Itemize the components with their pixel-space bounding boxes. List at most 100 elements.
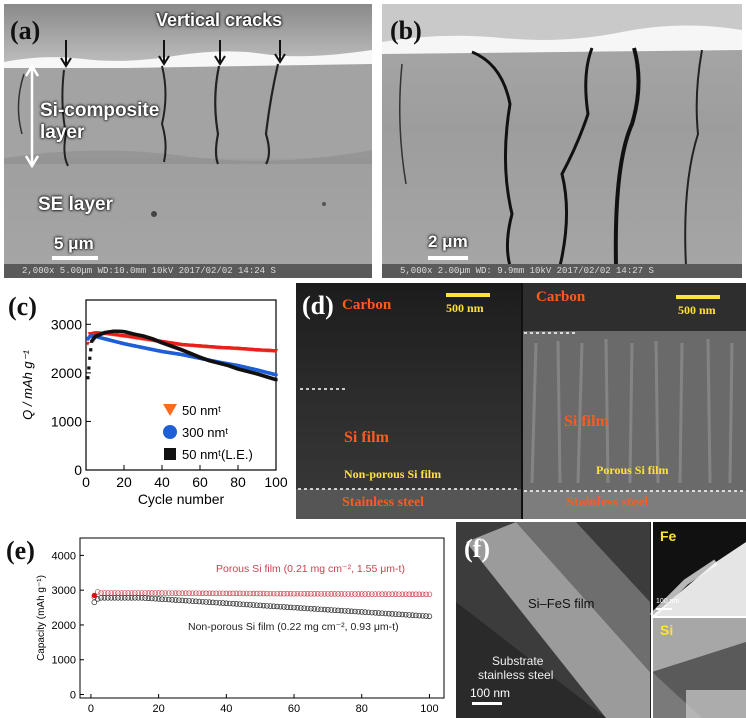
data-point-e <box>389 591 395 597</box>
data-point-e <box>254 590 260 597</box>
data-point-e <box>311 591 318 597</box>
data-point-e <box>149 595 155 602</box>
data-point-e <box>186 598 192 604</box>
y-tick-label-c: 3000 <box>51 316 82 332</box>
data-point-e <box>413 591 419 598</box>
y-axis-label-c: Q / mAh g⁻¹ <box>20 349 35 419</box>
substrate-label-left: Stainless steel <box>342 495 425 510</box>
data-point-e <box>338 607 345 614</box>
data-point-e <box>213 590 219 597</box>
data-point-e <box>402 611 409 618</box>
data-point-e <box>166 590 172 596</box>
data-point-e <box>149 590 155 596</box>
substrate-label-2: stainless steel <box>478 668 554 682</box>
data-point-e <box>250 602 257 608</box>
series-e-0 <box>91 589 433 600</box>
data-point-c <box>273 349 279 353</box>
data-point-e <box>91 599 98 606</box>
data-point-e <box>314 591 321 597</box>
data-point-c <box>89 348 93 352</box>
data-point-e <box>169 597 175 603</box>
panel-label-b: (b) <box>390 16 422 45</box>
data-point-e <box>196 590 202 596</box>
data-point-e <box>176 590 182 596</box>
x-axis-label-c: Cycle number <box>138 491 225 507</box>
data-point-e <box>389 611 395 617</box>
data-point-e <box>189 590 196 596</box>
data-point-e <box>182 590 189 596</box>
data-point-e <box>162 596 169 603</box>
scale-bar-b <box>428 256 468 260</box>
data-point-e <box>274 603 280 610</box>
scale-label-f: 100 nm <box>470 686 511 700</box>
data-point-e <box>328 591 335 597</box>
data-point-e <box>128 595 135 601</box>
y-tick-label-c: 0 <box>74 462 82 478</box>
data-point-e <box>223 590 230 597</box>
data-point-e-first <box>91 592 97 598</box>
data-point-e <box>342 608 348 614</box>
panel-f: (f) Si–FeS film Substrate stainless stee… <box>456 522 746 718</box>
data-point-e <box>304 591 311 597</box>
data-point-c <box>87 366 91 370</box>
data-point-e <box>260 602 267 609</box>
data-point-e <box>267 603 274 609</box>
data-point-e <box>335 607 341 614</box>
data-point-e <box>379 591 385 597</box>
data-point-e <box>237 601 243 607</box>
y-tick-label-e: 3000 <box>52 585 76 597</box>
panel-d-image <box>296 283 746 519</box>
scale-bar-d-left <box>446 293 490 297</box>
x-tick-label-c: 0 <box>82 474 90 490</box>
data-point-e <box>379 610 385 616</box>
data-point-e <box>406 591 412 597</box>
data-point-e <box>318 606 324 613</box>
data-point-e <box>176 597 182 603</box>
data-point-e <box>216 590 223 597</box>
chart-e: 02040608010001000200030004000Cycle numbe… <box>36 537 445 718</box>
y-axis-label-e: Capacity (mAh g⁻¹) <box>36 575 47 661</box>
data-point-e <box>426 591 433 598</box>
data-point-e <box>369 609 375 616</box>
data-point-e <box>355 608 362 615</box>
data-point-e <box>294 590 301 597</box>
y-tick-label-e: 0 <box>70 690 76 702</box>
substrate-label-1: Substrate <box>492 654 544 668</box>
data-point-e <box>243 590 250 597</box>
data-point-e <box>325 607 331 613</box>
data-point-e <box>230 600 236 607</box>
data-point-e <box>318 591 324 597</box>
data-point-e <box>159 596 165 602</box>
data-point-e <box>98 595 104 601</box>
panel-b-image <box>382 4 742 267</box>
data-point-e <box>352 591 358 597</box>
data-point-e <box>348 608 355 615</box>
series-c-2 <box>86 329 278 382</box>
si-map-label: Si <box>660 622 674 638</box>
data-point-e <box>199 598 206 605</box>
data-point-e <box>210 590 216 597</box>
data-point-e <box>291 604 297 611</box>
data-point-e <box>247 590 253 597</box>
data-point-e <box>155 596 162 602</box>
data-point-e <box>203 590 209 597</box>
data-point-e <box>260 590 267 597</box>
data-point-e <box>237 590 243 597</box>
data-point-e <box>226 600 233 607</box>
x-tick-label-e: 20 <box>152 703 164 715</box>
data-point-e <box>358 591 365 597</box>
panel-label-e: (e) <box>6 536 35 565</box>
data-point-e <box>399 591 406 597</box>
data-point-e <box>409 612 416 618</box>
data-point-e <box>226 590 233 597</box>
data-point-e <box>308 591 314 597</box>
data-point-e <box>338 591 345 597</box>
data-point-e <box>419 591 426 598</box>
plot-frame-e <box>79 537 445 699</box>
data-point-e <box>355 591 362 597</box>
data-point-e <box>108 595 114 601</box>
data-point-e <box>284 604 291 610</box>
scale-label-d-right: 500 nm <box>678 303 716 317</box>
sem-footer-b: 5,000x 2.00μm WD: 9.9mm 10kV 2017/02/02 … <box>382 264 742 278</box>
panel-label-d: (d) <box>302 291 334 320</box>
